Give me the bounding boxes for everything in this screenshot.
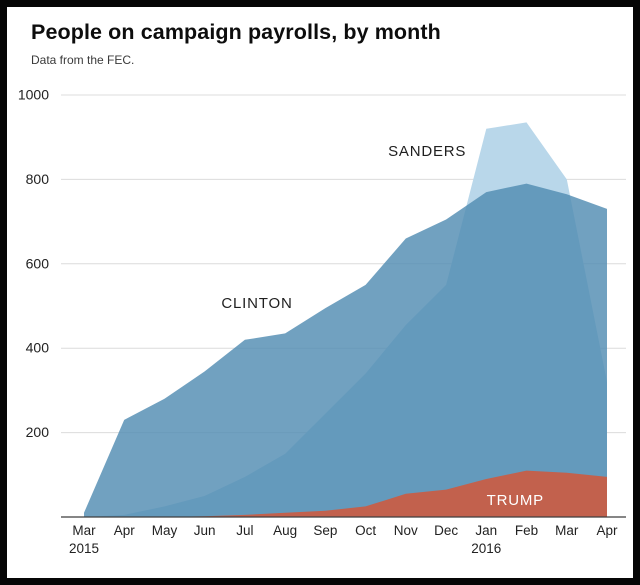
series-label-clinton: CLINTON: [221, 295, 292, 312]
x-tick-label-13: Apr: [596, 523, 618, 538]
series-area-trump: [84, 470, 607, 517]
x-tick-label-12: Mar: [555, 523, 579, 538]
x-tick-label-4: Jul: [236, 523, 253, 538]
x-tick-label-9: Dec: [434, 523, 458, 538]
x-tick-label-6: Sep: [313, 523, 337, 538]
x-tick-label-2: May: [152, 523, 178, 538]
chart-subtitle: Data from the FEC.: [31, 53, 135, 67]
y-tick-label-1000: 1000: [18, 87, 49, 103]
x-tick-label-10: Jan: [475, 523, 497, 538]
x-tick-label-11: Feb: [515, 523, 538, 538]
series-area-clinton: [84, 183, 607, 517]
area-chart: 200 400 600 800 1000 Mar Apr May Jun Jul Aug Sep Oct…: [7, 7, 633, 578]
chart-canvas: 200 400 600 800 1000 Mar Apr May Jun Jul Aug Sep Oct…: [18, 87, 626, 556]
x-tick-label-1: Apr: [114, 523, 136, 538]
year-label-2015: 2015: [69, 541, 99, 556]
series-label-trump: TRUMP: [487, 492, 544, 509]
x-tick-label-0: Mar: [72, 523, 96, 538]
y-tick-label-200: 200: [26, 424, 50, 440]
y-tick-label-800: 800: [26, 171, 50, 187]
x-tick-label-3: Jun: [194, 523, 216, 538]
x-tick-label-8: Nov: [394, 523, 418, 538]
chart-title: People on campaign payrolls, by month: [31, 20, 441, 44]
y-tick-label-600: 600: [26, 255, 50, 271]
x-tick-label-7: Oct: [355, 523, 376, 538]
y-tick-label-400: 400: [26, 340, 50, 356]
chart-header: People on campaign payrolls, by month Da…: [31, 20, 441, 67]
year-label-2016: 2016: [471, 541, 501, 556]
series-label-sanders: SANDERS: [388, 143, 466, 160]
x-tick-label-5: Aug: [273, 523, 297, 538]
